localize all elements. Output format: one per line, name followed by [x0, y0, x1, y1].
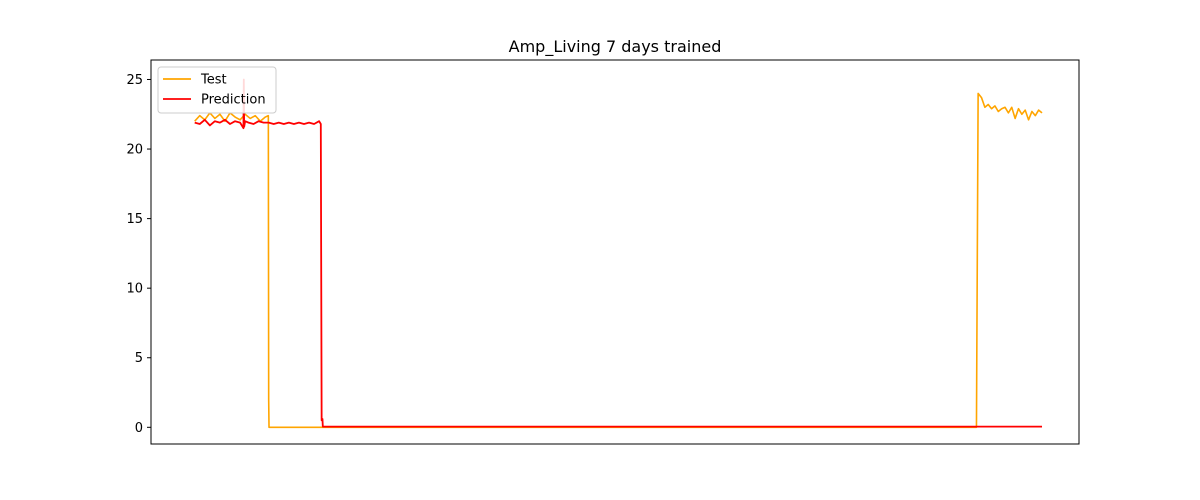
y-tick-label: 0	[135, 421, 143, 436]
y-tick-label: 10	[126, 282, 143, 297]
y-tick-label: 25	[126, 73, 143, 88]
legend-label-prediction: Prediction	[201, 93, 266, 108]
axes-frame	[150, 59, 1080, 445]
series-layer	[194, 78, 1043, 429]
legend: Test Prediction	[157, 66, 277, 114]
y-axis: 0 5 10 15 20 25	[126, 73, 151, 436]
y-tick-label: 15	[126, 212, 143, 227]
y-tick-label: 5	[135, 351, 143, 366]
series-line-prediction	[194, 78, 1043, 428]
legend-label-test: Test	[200, 73, 227, 88]
chart-title: Amp_Living 7 days trained	[509, 37, 722, 57]
y-tick-label: 20	[126, 143, 143, 158]
